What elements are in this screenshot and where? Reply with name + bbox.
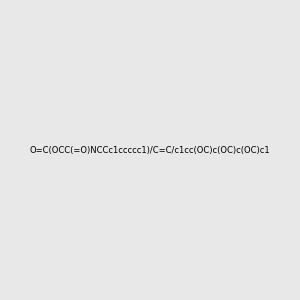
Text: O=C(OCC(=O)NCCc1ccccc1)/C=C/c1cc(OC)c(OC)c(OC)c1: O=C(OCC(=O)NCCc1ccccc1)/C=C/c1cc(OC)c(OC…: [30, 146, 270, 154]
